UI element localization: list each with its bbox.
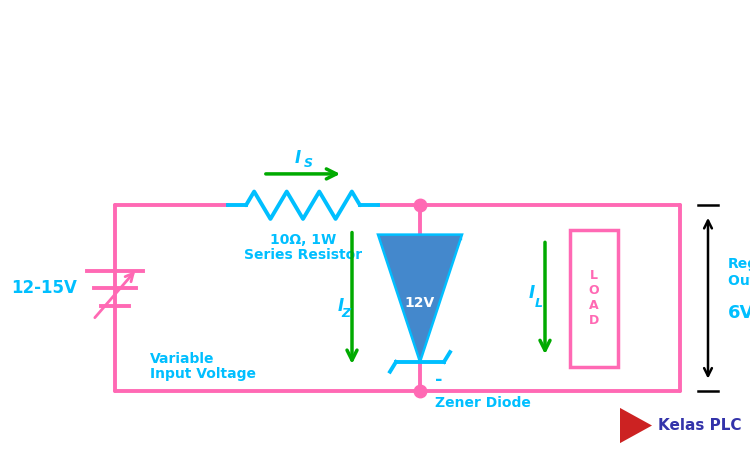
Bar: [570, 230, 618, 367]
Text: 10Ω, 1W: 10Ω, 1W: [270, 233, 336, 247]
Text: 6V: 6V: [728, 304, 750, 322]
Text: I: I: [529, 284, 535, 302]
Polygon shape: [378, 234, 462, 362]
Text: Series Resistor: Series Resistor: [244, 248, 362, 262]
Text: -: -: [435, 370, 442, 388]
Polygon shape: [620, 408, 652, 443]
Text: Regulated: Regulated: [728, 257, 750, 271]
Text: Input Voltage: Input Voltage: [150, 367, 256, 381]
Text: RANGKAIAN DIODA ZENER: RANGKAIAN DIODA ZENER: [68, 23, 682, 65]
Text: I: I: [338, 297, 344, 315]
Text: +: +: [448, 230, 463, 248]
Text: Variable: Variable: [150, 352, 214, 366]
Text: Output Voltage: Output Voltage: [728, 274, 750, 288]
Text: Zener Diode: Zener Diode: [435, 396, 531, 410]
Text: Z: Z: [340, 307, 350, 320]
Text: 12-15V: 12-15V: [11, 279, 77, 297]
Text: Kelas PLC: Kelas PLC: [658, 418, 742, 433]
Text: L: L: [535, 297, 543, 310]
Text: L
O
A
D: L O A D: [589, 269, 599, 327]
Text: S: S: [304, 157, 313, 170]
Text: I: I: [295, 149, 301, 167]
Text: 12V: 12V: [405, 296, 435, 310]
